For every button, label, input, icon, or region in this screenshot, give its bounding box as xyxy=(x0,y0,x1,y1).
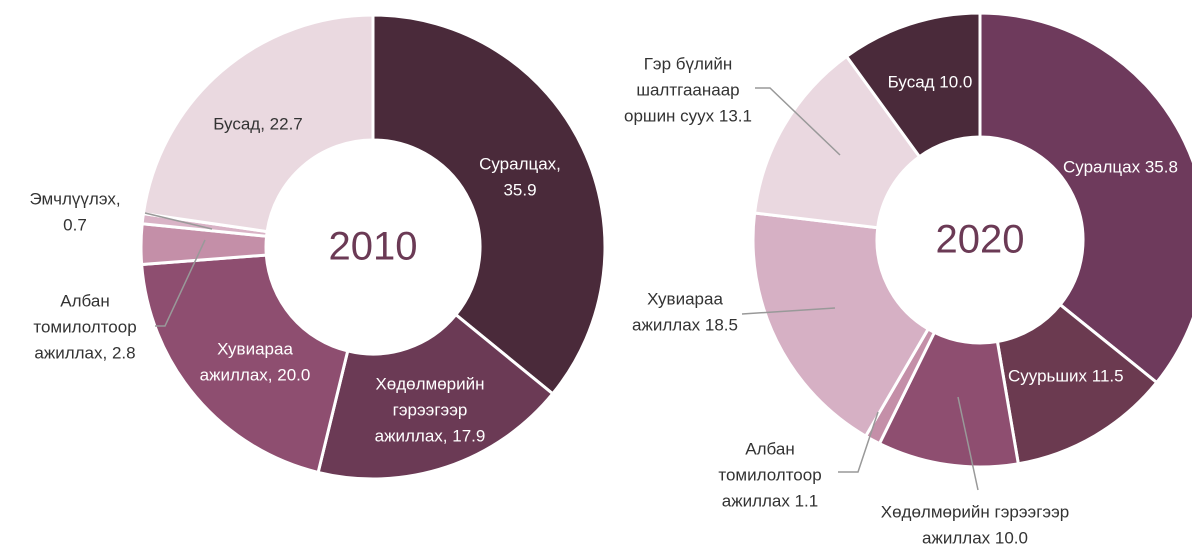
data-label: Албан xyxy=(60,291,109,310)
data-label: ажиллах 10.0 xyxy=(922,528,1028,545)
data-label: Бусад, 22.7 xyxy=(213,114,303,133)
donut-slice xyxy=(844,11,982,159)
data-label: Суралцах 35.8 xyxy=(1063,157,1178,176)
chart-title: 2010 xyxy=(329,225,418,269)
data-label: Гэр бүлийн xyxy=(644,54,733,73)
donut-slice xyxy=(316,312,555,481)
data-label: 0.7 xyxy=(63,215,87,234)
data-label: томилолтоор xyxy=(33,317,136,336)
donut-slice xyxy=(141,13,375,234)
data-label: ажиллах, 20.0 xyxy=(200,365,311,384)
data-label: 35.9 xyxy=(503,180,536,199)
donut-slice xyxy=(371,13,607,396)
data-label: ажиллах, 2.8 xyxy=(34,343,135,362)
data-label: Суурьших 11.5 xyxy=(1008,366,1124,385)
leader-line xyxy=(755,87,841,156)
data-label: Хувиараа xyxy=(647,289,723,308)
data-label: Албан xyxy=(745,439,794,458)
data-label: ажиллах, 17.9 xyxy=(375,426,486,445)
data-label: гэрээгээр xyxy=(393,400,468,419)
data-label: Бусад 10.0 xyxy=(888,72,973,91)
donut-slice xyxy=(140,253,350,475)
chart-title: 2020 xyxy=(936,218,1025,262)
data-label: Хөдөлмөрийн гэрээгээр xyxy=(881,502,1069,521)
leader-line xyxy=(838,411,879,473)
leader-line xyxy=(155,239,206,327)
data-label: ажиллах 1.1 xyxy=(722,491,818,510)
data-label: Эмчлүүлэх, xyxy=(29,189,120,208)
data-label: Хөдөлмөрийн xyxy=(375,374,484,393)
data-label: Суралцах, xyxy=(479,154,561,173)
data-label: томилолтоор xyxy=(718,465,821,484)
donut-slice xyxy=(978,11,1192,385)
data-label: ажиллах 18.5 xyxy=(632,315,738,334)
data-label: шалтгаанаар xyxy=(636,80,739,99)
donut-slice xyxy=(995,302,1159,466)
donut-slice xyxy=(751,211,931,439)
leader-line xyxy=(741,307,836,315)
data-label: оршин суух 13.1 xyxy=(624,106,752,125)
data-label: Хувиараа xyxy=(217,339,293,358)
leader-line xyxy=(144,212,213,230)
leader-line xyxy=(957,396,979,491)
